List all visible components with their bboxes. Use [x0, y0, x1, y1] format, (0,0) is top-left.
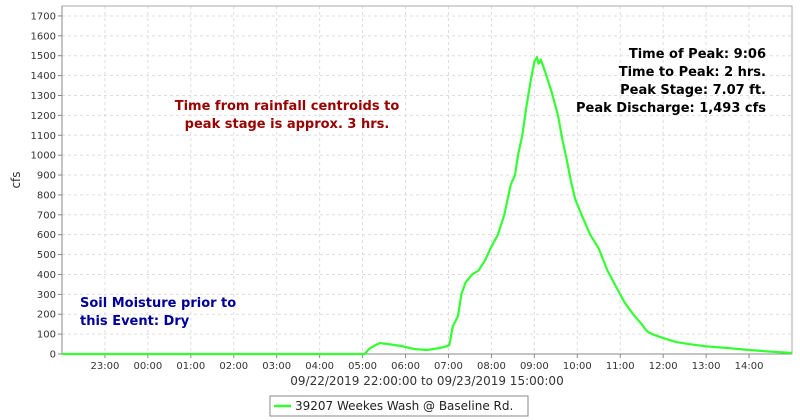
- peak-discharge-text: Peak Discharge: 1,493 cfs: [576, 101, 766, 116]
- x-axis-label: 09/22/2019 22:00:00 to 09/23/2019 15:00:…: [290, 374, 563, 388]
- y-tick-label: 900: [37, 171, 56, 182]
- y-tick-label: 1700: [31, 11, 56, 22]
- series-layer: [62, 55, 793, 356]
- x-tick-label: 00:00: [133, 361, 162, 372]
- y-tick-label: 800: [37, 190, 56, 201]
- x-tick-label: 09:00: [520, 361, 549, 372]
- y-tick-label: 200: [37, 310, 56, 321]
- x-tick-label: 03:00: [262, 361, 291, 372]
- y-tick-label: 1100: [31, 131, 56, 142]
- y-tick-label: 1600: [31, 31, 56, 42]
- legend-label: 39207 Weekes Wash @ Baseline Rd.: [295, 399, 513, 413]
- lag-annotation-line-2: peak stage is approx. 3 hrs.: [185, 117, 390, 132]
- y-tick-label: 500: [37, 250, 56, 261]
- y-tick-label: 1300: [31, 91, 56, 102]
- y-tick-label: 100: [37, 330, 56, 341]
- y-axis-label: cfs: [9, 171, 23, 188]
- y-tick-label: 400: [37, 270, 56, 281]
- y-tick-label: 700: [37, 210, 56, 221]
- x-tick-label: 14:00: [735, 361, 764, 372]
- x-tick-label: 05:00: [348, 361, 377, 372]
- x-tick-label: 23:00: [91, 361, 120, 372]
- y-tick-label: 1000: [31, 151, 56, 162]
- x-tick-label: 02:00: [219, 361, 248, 372]
- lag-annotation: Time from rainfall centroids to peak sta…: [175, 99, 400, 132]
- y-tick-label: 1400: [31, 71, 56, 82]
- x-tick-label: 01:00: [176, 361, 205, 372]
- series-line-0: [62, 55, 793, 356]
- x-tick-label: 08:00: [477, 361, 506, 372]
- y-tick-label: 600: [37, 230, 56, 241]
- y-tick-label: 0: [50, 350, 56, 361]
- x-tick-label: 04:00: [305, 361, 334, 372]
- lag-annotation-line-1: Time from rainfall centroids to: [175, 99, 400, 114]
- x-tick-label: 11:00: [606, 361, 635, 372]
- soil-moisture-line-1: Soil Moisture prior to: [80, 296, 236, 311]
- peak-annotation: Time of Peak: 9:06 Time to Peak: 2 hrs. …: [576, 47, 766, 116]
- x-tick-label: 13:00: [692, 361, 721, 372]
- soil-moisture-line-2: this Event: Dry: [80, 314, 190, 329]
- y-tick-label: 1200: [31, 111, 56, 122]
- grid-lines: [62, 6, 792, 354]
- x-tick-label: 06:00: [391, 361, 420, 372]
- peak-stage-text: Peak Stage: 7.07 ft.: [620, 83, 766, 98]
- legend-box: [269, 395, 529, 417]
- x-tick-label: 12:00: [649, 361, 678, 372]
- y-tick-label: 1500: [31, 51, 56, 62]
- time-to-peak-text: Time to Peak: 2 hrs.: [619, 65, 766, 80]
- legend: 39207 Weekes Wash @ Baseline Rd.: [269, 395, 529, 417]
- x-tick-label: 10:00: [563, 361, 592, 372]
- x-tick-label: 07:00: [434, 361, 463, 372]
- peak-time-text: Time of Peak: 9:06: [629, 47, 766, 62]
- y-tick-label: 300: [37, 290, 56, 301]
- axes: 0 100 200 300 400 500 600 700 800 900 1000 1100 1200…: [31, 6, 792, 372]
- soil-moisture-annotation: Soil Moisture prior to this Event: Dry: [80, 296, 236, 329]
